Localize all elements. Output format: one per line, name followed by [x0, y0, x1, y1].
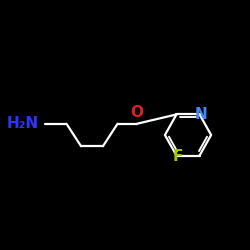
Text: H₂N: H₂N [6, 116, 38, 131]
Text: N: N [194, 107, 207, 122]
Text: O: O [130, 105, 143, 120]
Text: F: F [172, 149, 183, 164]
